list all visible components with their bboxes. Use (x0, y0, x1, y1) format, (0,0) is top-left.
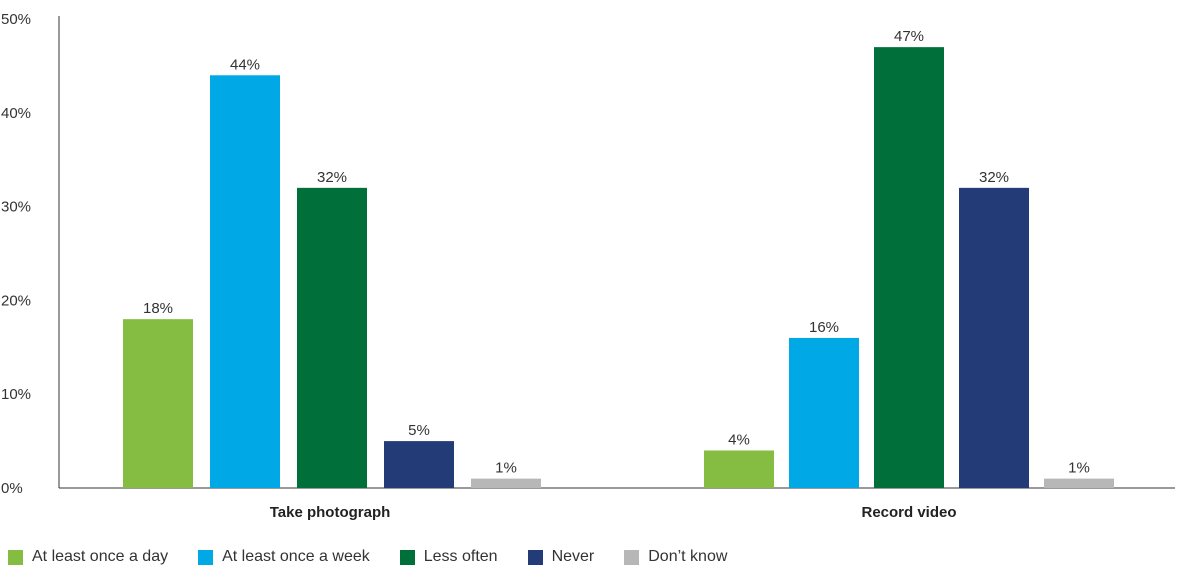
bar (704, 450, 774, 488)
legend-item: At least once a week (198, 548, 370, 566)
legend-label: Don’t know (648, 548, 728, 565)
bar-chart: 0% 10% 20% 30% 40% 50% 18% 44% 32% 5% 1% 4% 16% 47% 3… (1, 11, 1175, 521)
data-label: 32% (317, 169, 347, 186)
data-label: 44% (230, 56, 260, 73)
bar (384, 441, 454, 488)
bar (874, 47, 944, 488)
y-tick-label: 30% (1, 199, 31, 216)
legend-item: Less often (399, 548, 498, 566)
legend-label: Less often (423, 548, 498, 565)
y-tick-label: 10% (1, 386, 31, 403)
data-label: 16% (809, 319, 839, 336)
bar (959, 187, 1029, 488)
legend-item: Never (527, 548, 595, 566)
data-label: 1% (495, 460, 517, 477)
legend-swatch (527, 549, 543, 565)
legend: At least once a day At least once a week L… (8, 546, 757, 568)
legend-label: At least once a week (222, 548, 370, 565)
data-labels: 18% 44% 32% 5% 1% 4% 16% 47% 32% 1% (143, 28, 1090, 476)
bar (789, 337, 859, 488)
data-label: 5% (408, 422, 430, 439)
y-axis-ticks: 0% 10% 20% 30% 40% 50% (1, 11, 31, 497)
data-label: 47% (894, 28, 924, 45)
y-tick-label: 50% (1, 11, 31, 28)
legend-swatch (8, 549, 23, 565)
data-label: 32% (979, 169, 1009, 186)
legend-swatch (198, 549, 214, 565)
y-tick-label: 0% (1, 480, 23, 497)
bar (297, 187, 367, 488)
data-label: 1% (1068, 460, 1090, 477)
y-tick-label: 40% (1, 105, 31, 122)
y-tick-label: 20% (1, 292, 31, 309)
bar (1044, 478, 1114, 488)
category-label: Take photograph (270, 504, 391, 521)
legend-swatch (624, 549, 640, 565)
data-label: 4% (728, 431, 750, 448)
bar (210, 75, 280, 488)
bar (471, 478, 541, 488)
legend-label: At least once a day (32, 548, 169, 565)
bar (123, 319, 193, 488)
legend-label: Never (551, 548, 595, 565)
category-label: Record video (861, 504, 956, 521)
category-labels: Take photograph Record video (270, 504, 957, 521)
data-label: 18% (143, 300, 173, 317)
legend-item: Don’t know (624, 548, 727, 566)
legend-swatch (399, 549, 415, 565)
bars (123, 47, 1114, 488)
legend-item: At least once a day (8, 548, 168, 566)
